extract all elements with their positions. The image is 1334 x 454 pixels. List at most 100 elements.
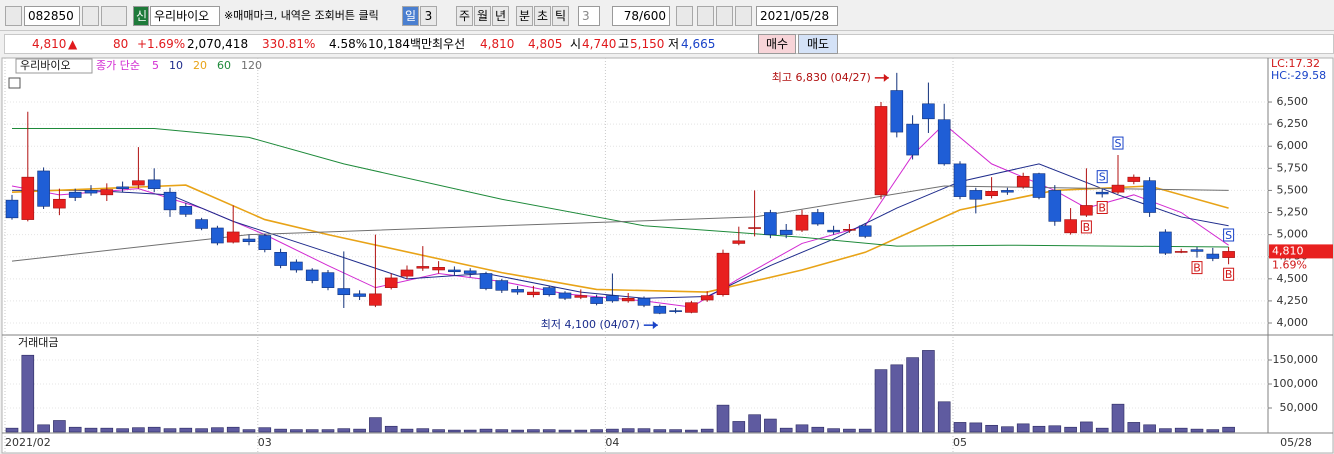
candle-body [53, 198, 66, 209]
search-button[interactable] [82, 6, 99, 26]
sound-button[interactable] [101, 6, 127, 26]
period-button[interactable]: 틱 [552, 6, 569, 26]
volume-bar [574, 429, 588, 433]
period-button[interactable]: 일 [402, 6, 419, 26]
candle-body [843, 229, 856, 231]
volume-bar [1016, 423, 1030, 433]
candle-body [1127, 176, 1141, 182]
volume-bar [1222, 426, 1235, 433]
tool-icon[interactable] [676, 6, 693, 26]
volume-bar [590, 429, 603, 433]
candle-body [1032, 173, 1046, 198]
candle-body [637, 297, 651, 306]
candle-body [811, 212, 825, 225]
save-icon[interactable] [716, 6, 733, 26]
open: 4,740 [582, 37, 617, 51]
candle-body [890, 90, 904, 133]
candle-body [274, 251, 287, 266]
volume-bar [321, 429, 335, 433]
candle-body [527, 291, 540, 296]
volume-bar [953, 422, 967, 433]
candle-body [969, 190, 983, 200]
period-button[interactable]: 년 [492, 6, 509, 26]
period-button[interactable]: 주 [456, 6, 473, 26]
volume-bar [527, 429, 540, 433]
menu-icon[interactable] [5, 6, 22, 26]
candle-body [100, 189, 114, 196]
volume-bar [700, 428, 714, 433]
candle-body [858, 225, 872, 237]
volume-bar [337, 428, 351, 433]
volume-bar [542, 429, 556, 433]
volume-bar [558, 429, 572, 433]
ma-label: 종가 단순 [96, 59, 140, 72]
date-input[interactable]: 2021/05/28 [756, 6, 838, 26]
volume-bar [53, 420, 66, 433]
volume-bar [290, 429, 303, 433]
trade-mark: S [1115, 137, 1122, 150]
candle-body [827, 229, 840, 233]
volume-bar [811, 426, 825, 433]
sell-button[interactable]: 매도 [798, 34, 838, 54]
annotation: 최저 4,100 (04/07) [541, 318, 640, 331]
candle-body [195, 219, 208, 229]
period-button[interactable]: 초 [534, 6, 551, 26]
volume-bar [858, 428, 872, 433]
candle-body [305, 269, 319, 281]
ma-line [12, 163, 1229, 299]
candle-body [448, 269, 461, 273]
y-tick-label: 150,000 [1273, 353, 1319, 366]
trade-mark-box [1112, 136, 1124, 150]
y-tick-label: 5,000 [1277, 228, 1309, 241]
candle-body [147, 179, 161, 189]
candle-body [21, 176, 35, 220]
ma-line [12, 128, 1229, 248]
volume-bar [764, 418, 777, 433]
volume-bar [653, 429, 667, 433]
x-tick-label: 05 [953, 436, 967, 449]
candle-body [1159, 231, 1172, 254]
settings-icon[interactable] [735, 6, 752, 26]
pane-title: 거래대금 [18, 336, 58, 349]
legend-entry: 10 [169, 59, 183, 72]
volume-bar [479, 428, 493, 433]
period-button[interactable]: 3 [578, 6, 600, 26]
volume-bar [400, 428, 414, 433]
period-button[interactable]: 월 [474, 6, 491, 26]
candle-body [226, 231, 240, 243]
arrow-head [883, 73, 889, 82]
volume-bar [211, 427, 224, 433]
y-tick-label: 6,250 [1277, 117, 1309, 130]
candle-body [84, 190, 98, 194]
chart: 4,0004,2504,5004,7505,0005,2505,5005,750… [1, 57, 1334, 454]
candle-body [985, 191, 998, 197]
best-label: 최우선 [432, 37, 466, 51]
candle-body [132, 180, 145, 186]
code-input[interactable]: 082850 [24, 6, 80, 26]
volume-bar [132, 427, 145, 433]
volume-bar [1001, 426, 1014, 433]
period-button[interactable]: 3 [420, 6, 437, 26]
volume-bar [21, 354, 35, 433]
y-tick-label: 4,500 [1277, 272, 1309, 285]
candle-body [779, 229, 793, 235]
candle-body [511, 289, 524, 293]
count: 78/600 [612, 6, 670, 26]
volume-bar [937, 401, 951, 433]
trade-mark: B [1225, 268, 1233, 281]
x-tick-label: 03 [258, 436, 272, 449]
tool-icon[interactable] [697, 6, 714, 26]
high-label: 고 [618, 37, 630, 51]
volume-bar [890, 364, 904, 433]
candle-body [1190, 249, 1204, 252]
volume-bar [716, 404, 730, 433]
buy-button[interactable]: 매수 [758, 34, 796, 54]
volume-bar [416, 428, 430, 433]
volume-bar [606, 428, 619, 433]
candle-body [574, 295, 588, 298]
y-tick-label: 5,250 [1277, 206, 1309, 219]
y-tick-label: 50,000 [1280, 401, 1319, 414]
volume-bar [1174, 427, 1188, 433]
volume-bar [463, 429, 477, 433]
period-button[interactable]: 분 [516, 6, 533, 26]
